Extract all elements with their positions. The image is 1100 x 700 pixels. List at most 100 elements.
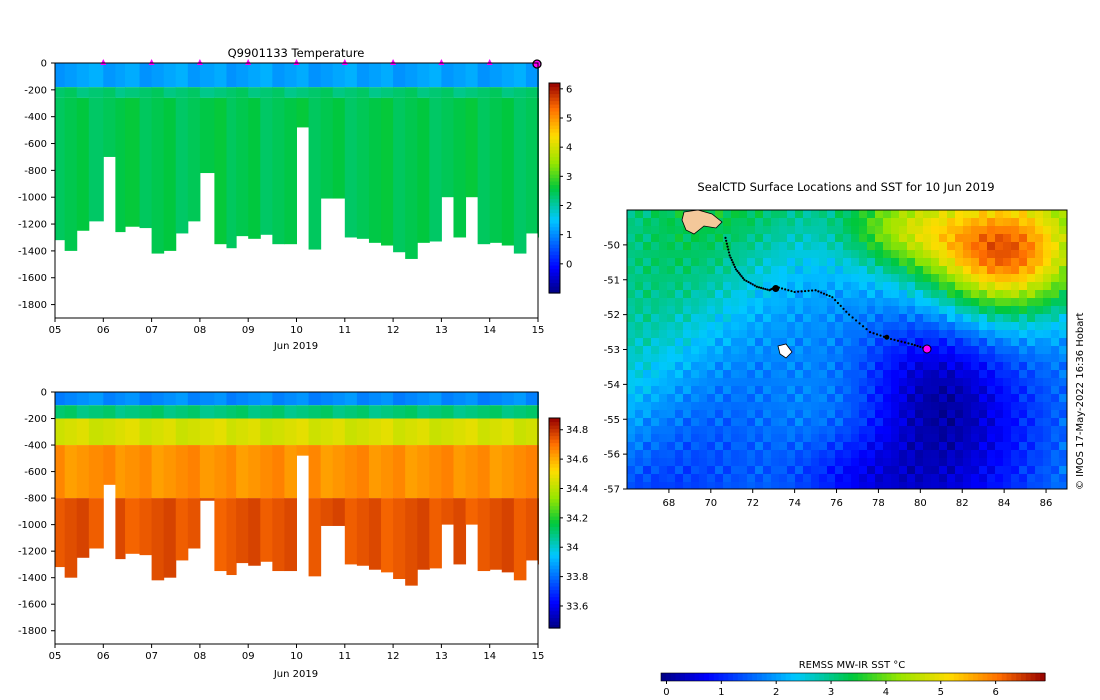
sst-cell <box>691 266 700 275</box>
profile-cell <box>272 418 285 446</box>
sst-cell <box>1019 266 1028 275</box>
sst-cell <box>867 370 876 379</box>
sst-cell <box>715 458 724 467</box>
profile-cell <box>248 97 261 239</box>
sst-cell <box>859 362 868 371</box>
sst-cell <box>691 282 700 291</box>
colorbar-tick-label: 34 <box>566 543 579 554</box>
sst-cell <box>755 386 764 395</box>
colorbar-segment <box>549 209 560 214</box>
profile-cell <box>489 418 503 446</box>
colorbar-segment <box>549 118 560 123</box>
sst-cell <box>659 226 668 235</box>
profile-cell <box>214 418 227 446</box>
sst-cell <box>651 314 660 323</box>
sst-cell <box>795 234 804 243</box>
sst-cell <box>859 234 868 243</box>
sst-cell <box>747 234 756 243</box>
profile-cell <box>76 405 90 419</box>
sst-cell <box>923 450 932 459</box>
sst-cell <box>755 426 764 435</box>
sst-cell <box>755 314 764 323</box>
sst-cell <box>787 226 796 235</box>
sst-cell <box>995 378 1004 387</box>
colorbar-segment <box>549 617 560 622</box>
sst-cell <box>931 410 940 419</box>
sst-cell <box>739 338 748 347</box>
sst-cell <box>731 338 740 347</box>
profile-cell <box>465 445 479 499</box>
profile-cell <box>429 97 442 242</box>
sst-cell <box>851 234 860 243</box>
profile-cell <box>115 445 126 499</box>
sst-cell <box>915 322 924 331</box>
profile-cell <box>332 418 346 446</box>
colorbar-segment <box>549 446 560 451</box>
sst-cell <box>1027 442 1036 451</box>
sst-cell <box>659 370 668 379</box>
profile-cell <box>55 418 66 446</box>
sst-cell <box>915 450 924 459</box>
profile-cell <box>501 87 515 98</box>
sst-cell <box>651 346 660 355</box>
profile-cell <box>115 392 126 406</box>
sst-cell <box>707 434 716 443</box>
sst-cell <box>947 386 956 395</box>
sst-cell <box>971 370 980 379</box>
sst-cell <box>971 226 980 235</box>
sst-cell <box>1011 250 1020 259</box>
sst-cell <box>987 242 996 251</box>
colorbar-segment <box>549 181 560 186</box>
sst-cell <box>1027 330 1036 339</box>
y-tick-label: -200 <box>24 414 47 425</box>
sst-cell <box>667 250 676 259</box>
sst-cell <box>923 338 932 347</box>
sst-cell <box>739 394 748 403</box>
profile-cell <box>368 445 382 499</box>
y-tick-label: -1400 <box>18 246 47 257</box>
sst-cell <box>627 370 636 379</box>
sst-cell <box>963 474 972 483</box>
sst-cell <box>875 410 884 419</box>
sst-cell <box>947 434 956 443</box>
sst-cell <box>899 354 908 363</box>
sst-cell <box>731 306 740 315</box>
x-tick-label: 14 <box>483 325 496 336</box>
y-tick-label: -1200 <box>18 220 47 231</box>
sst-cell <box>979 418 988 427</box>
sst-cell <box>1059 298 1067 307</box>
sst-cell <box>851 442 860 451</box>
sst-cell <box>667 450 676 459</box>
sst-cell <box>843 410 852 419</box>
sst-cell <box>651 402 660 411</box>
sst-cell <box>1035 266 1044 275</box>
sst-cell <box>707 362 716 371</box>
sst-cell <box>939 250 948 259</box>
sst-cell <box>795 442 804 451</box>
sst-cell <box>931 418 940 427</box>
sst-cell <box>819 474 828 483</box>
colorbar-segment <box>761 673 768 681</box>
sst-cell <box>675 266 684 275</box>
track-point <box>842 307 845 310</box>
sst-cell <box>627 330 636 339</box>
sst-cell <box>707 458 716 467</box>
colorbar-tick-label: 2 <box>773 687 779 698</box>
sst-cell <box>707 266 716 275</box>
sst-cell <box>987 210 996 219</box>
profile-cell <box>115 87 126 98</box>
sst-cell <box>787 322 796 331</box>
profile-cell <box>125 87 141 98</box>
profile-cell <box>284 418 297 446</box>
sst-cell <box>1059 266 1067 275</box>
profile-cell <box>417 445 430 499</box>
sst-cell <box>755 266 764 275</box>
sst-cell <box>963 346 972 355</box>
sst-cell <box>963 466 972 475</box>
sst-cell <box>1019 250 1028 259</box>
profile-cell <box>199 392 215 406</box>
colorbar-segment <box>549 230 560 235</box>
sst-cell <box>883 322 892 331</box>
sst-cell <box>923 378 932 387</box>
